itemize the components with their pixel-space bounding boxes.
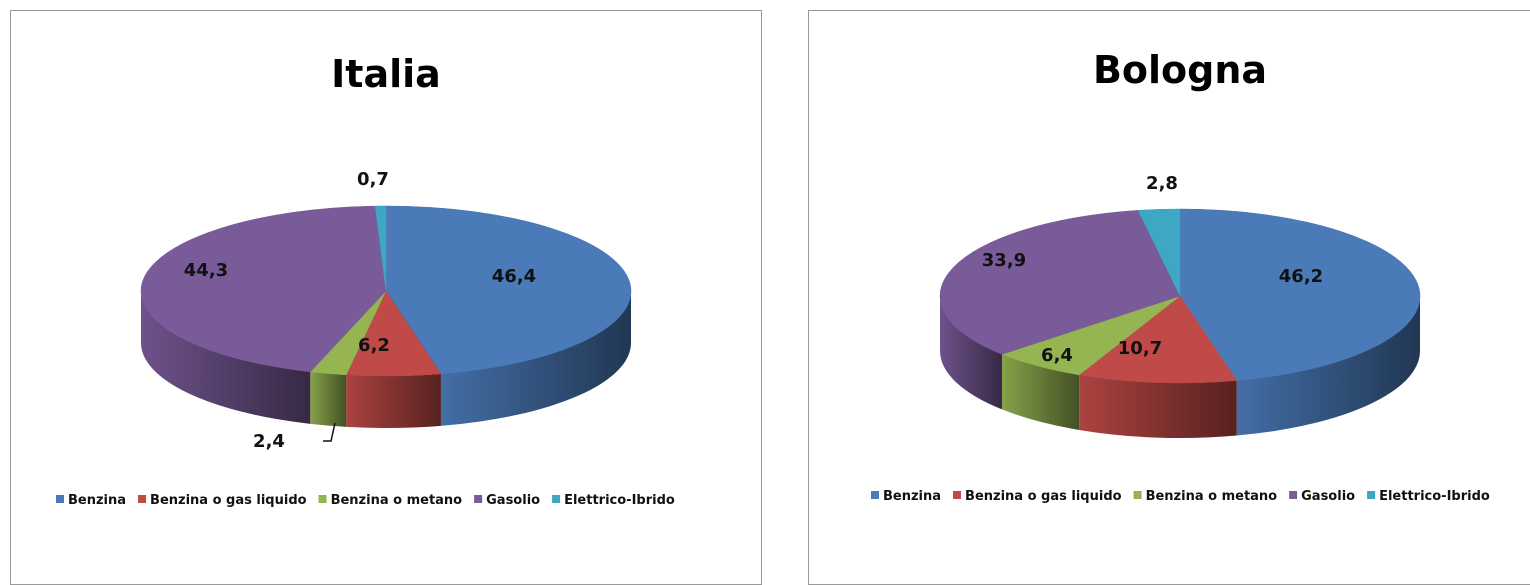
data-label-benzina: 46,2 bbox=[1279, 266, 1323, 287]
pie-chart-bologna: Bologna 46,2 10,7 6,4 33,9 2,8 Benzina Benzina … bbox=[871, 48, 1490, 504]
chart-panel-italia: Italia 46,4 6,2 2,4 44,3 0,7 Benzina Benzina o … bbox=[10, 10, 762, 585]
legend-item-benzina[interactable]: Benzina bbox=[56, 493, 126, 508]
legend-swatch-benzina-gas-liquido bbox=[138, 495, 147, 503]
legend-item-benzina-gas-liquido[interactable]: Benzina o gas liquido bbox=[138, 493, 307, 508]
pie-chart-italia: Italia 46,4 6,2 2,4 44,3 0,7 Benzina Benzina o … bbox=[56, 52, 675, 508]
pie-side-benzina-gas-liquido bbox=[346, 373, 441, 428]
pie-side-benzina-metano bbox=[1001, 354, 1080, 430]
legend-swatch-benzina bbox=[56, 495, 64, 503]
legend-swatch-benzina bbox=[871, 491, 879, 499]
legend-item-elettrico-ibrido[interactable]: Elettrico-Ibrido bbox=[552, 493, 675, 508]
data-label-benzina: 46,4 bbox=[492, 266, 536, 287]
legend-item-benzina[interactable]: Benzina bbox=[871, 489, 941, 504]
pie-top bbox=[140, 205, 632, 377]
pie-side-walls bbox=[940, 296, 1420, 439]
pie-slice-elettrico-ibrido[interactable] bbox=[374, 205, 387, 292]
legend-swatch-gasolio bbox=[474, 495, 483, 503]
legend-label-gasolio: Gasolio bbox=[1301, 489, 1355, 504]
legend-item-elettrico-ibrido[interactable]: Elettrico-Ibrido bbox=[1367, 489, 1490, 504]
legend-item-benzina-metano[interactable]: Benzina o metano bbox=[1133, 489, 1278, 504]
pie-slice-gasolio[interactable] bbox=[939, 210, 1181, 355]
legend-item-benzina-metano[interactable]: Benzina o metano bbox=[318, 493, 463, 508]
data-label-elettrico-ibrido: 0,7 bbox=[357, 169, 389, 190]
pie-side-benzina-metano bbox=[310, 371, 347, 427]
pie-side-benzina-gas-liquido bbox=[1079, 374, 1237, 439]
legend-swatch-benzina-metano bbox=[1133, 491, 1142, 499]
legend-item-gasolio[interactable]: Gasolio bbox=[474, 493, 540, 508]
legend-item-benzina-gas-liquido[interactable]: Benzina o gas liquido bbox=[953, 489, 1122, 504]
legend-swatch-elettrico-ibrido bbox=[1367, 491, 1376, 499]
chart-title: Italia bbox=[331, 52, 441, 96]
chart-panel-bologna: Bologna 46,2 10,7 6,4 33,9 2,8 Benzina Benzina … bbox=[808, 10, 1530, 585]
pie-side-gasolio bbox=[940, 296, 1002, 410]
data-label-benzina-gas-liquido: 10,7 bbox=[1118, 338, 1162, 359]
legend-swatch-benzina-gas-liquido bbox=[953, 491, 962, 499]
legend-item-gasolio[interactable]: Gasolio bbox=[1289, 489, 1355, 504]
legend-swatch-elettrico-ibrido bbox=[552, 495, 561, 503]
data-label-benzina-gas-liquido: 6,2 bbox=[358, 335, 390, 356]
legend-swatch-gasolio bbox=[1289, 491, 1298, 499]
legend-label-elettrico-ibrido: Elettrico-Ibrido bbox=[564, 493, 675, 508]
pie-slice-benzina[interactable] bbox=[385, 205, 632, 375]
legend-label-elettrico-ibrido: Elettrico-Ibrido bbox=[1379, 489, 1490, 504]
pie-slice-benzina-gas-liquido[interactable] bbox=[1078, 295, 1238, 384]
legend-label-benzina-gas-liquido: Benzina o gas liquido bbox=[150, 493, 307, 508]
legend-label-gasolio: Gasolio bbox=[486, 493, 540, 508]
data-label-benzina-metano: 6,4 bbox=[1041, 345, 1073, 366]
pie-slice-benzina[interactable] bbox=[1179, 208, 1421, 381]
legend-label-benzina: Benzina bbox=[68, 493, 126, 508]
pie-side-benzina bbox=[1236, 296, 1420, 436]
pie-slice-elettrico-ibrido[interactable] bbox=[1137, 208, 1181, 297]
data-label-elettrico-ibrido: 2,8 bbox=[1146, 173, 1178, 194]
legend-label-benzina-metano: Benzina o metano bbox=[331, 493, 463, 508]
legend-swatch-benzina-metano bbox=[318, 495, 327, 503]
leader-line bbox=[323, 422, 336, 442]
legend-label-benzina-gas-liquido: Benzina o gas liquido bbox=[965, 489, 1122, 504]
legend-label-benzina-metano: Benzina o metano bbox=[1146, 489, 1278, 504]
data-label-gasolio: 33,9 bbox=[982, 250, 1026, 271]
pie-slice-gasolio[interactable] bbox=[140, 205, 387, 373]
legend: Benzina Benzina o gas liquido Benzina o me… bbox=[871, 489, 1490, 504]
chart-title: Bologna bbox=[1093, 48, 1267, 92]
legend: Benzina Benzina o gas liquido Benzina o me… bbox=[56, 493, 675, 508]
data-label-gasolio: 44,3 bbox=[184, 260, 228, 281]
pie-top bbox=[939, 208, 1421, 384]
data-label-benzina-metano: 2,4 bbox=[253, 431, 285, 452]
pie-side-gasolio bbox=[141, 291, 311, 424]
legend-label-benzina: Benzina bbox=[883, 489, 941, 504]
